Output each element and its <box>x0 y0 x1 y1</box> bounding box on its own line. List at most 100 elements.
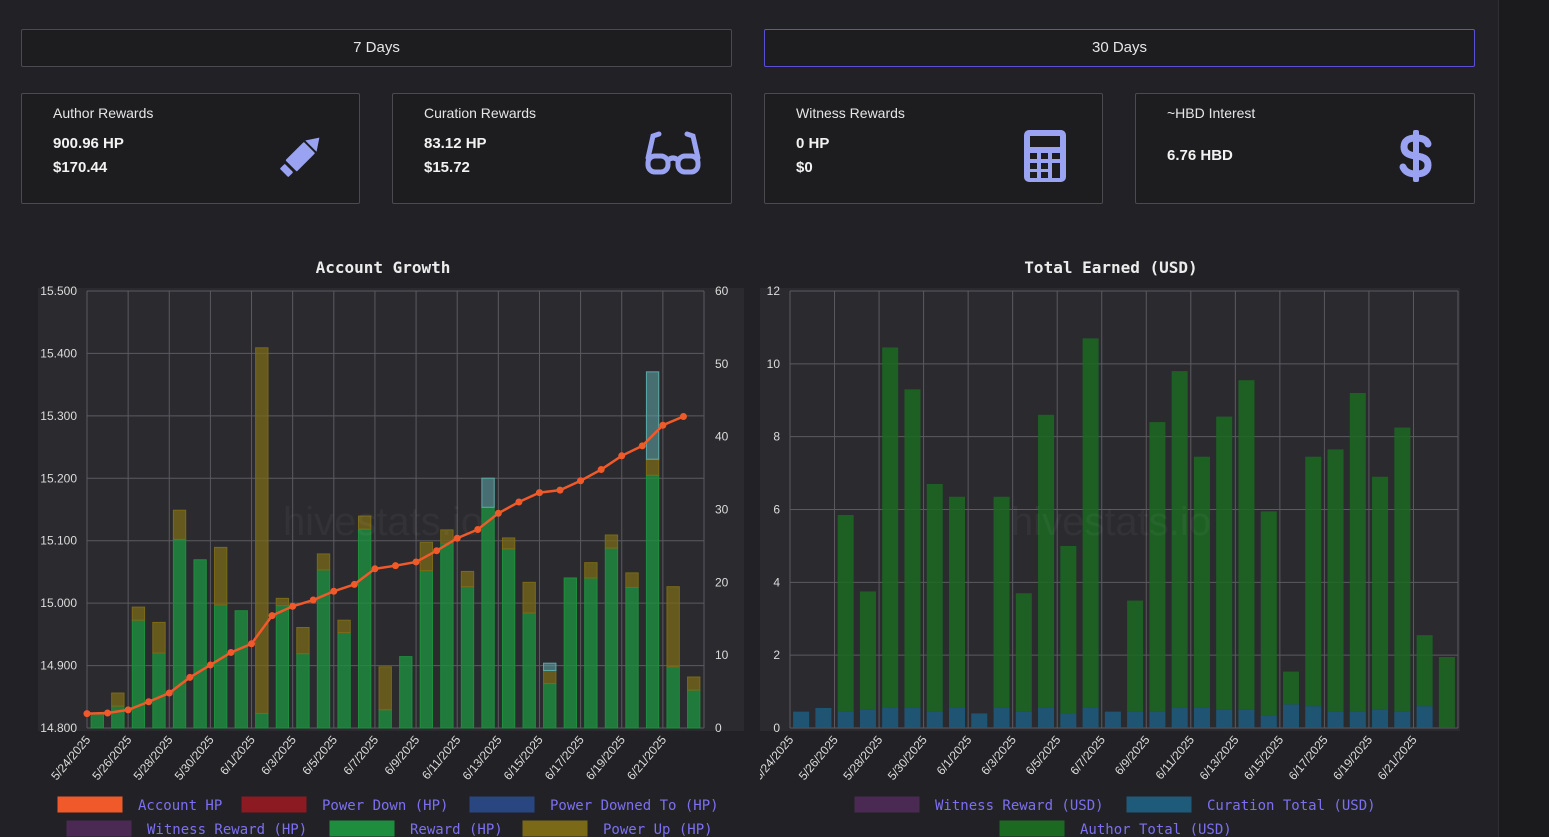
legend-label: Witness Reward (USD) <box>935 798 1104 814</box>
y-right-tick-label: 60 <box>715 284 729 298</box>
card-title: ~HBD Interest <box>1167 105 1256 121</box>
x-tick-label: 6/19/2025 <box>583 733 628 783</box>
x-tick-label: 6/19/2025 <box>1330 733 1375 783</box>
reward-bar <box>357 528 372 729</box>
reward-bar <box>563 577 577 729</box>
reward-bar <box>193 559 207 729</box>
card-value-usd: $0 <box>796 159 813 176</box>
curation-total-bar <box>1305 706 1322 728</box>
power-up-bar <box>378 666 392 711</box>
author-rewards-card: Author Rewards 900.96 HP $170.44 <box>21 93 360 204</box>
reward-bar <box>584 577 598 729</box>
power-up-bar <box>460 570 475 588</box>
power-up-bar <box>625 572 639 588</box>
reward-bar <box>625 586 639 729</box>
legend-label: Curation Total (USD) <box>1207 798 1376 814</box>
author-total-bar <box>1015 593 1032 712</box>
range-7-days-button[interactable]: 7 Days <box>21 29 732 67</box>
y-right-tick-label: 0 <box>715 721 722 735</box>
curation-total-bar <box>904 707 921 728</box>
legend-label: Power Down (HP) <box>322 798 448 814</box>
y-tick-label: 4 <box>773 575 780 589</box>
curation-total-bar <box>1149 711 1166 728</box>
curation-total-bar <box>1193 707 1210 728</box>
reward-bar <box>111 705 125 729</box>
y-tick-label: 6 <box>773 503 780 517</box>
account-hp-point <box>145 698 153 706</box>
curation-total-bar <box>926 711 943 728</box>
x-tick-label: 6/11/2025 <box>1153 733 1198 782</box>
y-right-tick-label: 50 <box>715 357 729 371</box>
y-right-tick-label: 40 <box>715 430 729 444</box>
x-tick-label: 6/7/2025 <box>1067 733 1108 778</box>
y-right-tick-label: 10 <box>715 648 729 662</box>
x-tick-label: 5/30/2025 <box>885 733 930 783</box>
curation-total-bar <box>859 709 876 728</box>
x-tick-label: 5/28/2025 <box>840 733 885 783</box>
legend-label: Author Total (USD) <box>1080 822 1232 837</box>
author-total-bar <box>1416 635 1433 707</box>
account-hp-point <box>515 498 523 506</box>
range-30-days-button[interactable]: 30 Days <box>764 29 1475 67</box>
curation-total-bar <box>1127 711 1144 728</box>
legend-label: Reward (HP) <box>410 822 503 837</box>
card-value-hp: 83.12 HP <box>424 135 487 152</box>
account-hp-point <box>597 466 605 474</box>
calculator-icon <box>1024 130 1066 182</box>
curation-total-bar <box>993 707 1010 728</box>
power-up-bar <box>337 619 351 634</box>
card-title: Author Rewards <box>53 105 154 121</box>
watermark: hivestats.io <box>283 500 483 544</box>
account-hp-point <box>535 489 543 497</box>
y-right-tick-label: 30 <box>715 503 729 517</box>
x-tick-label: 6/3/2025 <box>258 733 299 778</box>
x-tick-label: 5/26/2025 <box>89 733 134 783</box>
account-hp-point <box>433 547 441 555</box>
curation-total-bar <box>971 713 988 728</box>
curation-total-bar <box>815 707 832 728</box>
chart-title: Account Growth <box>316 258 451 277</box>
account-hp-point <box>289 602 297 610</box>
account-hp-point <box>494 509 502 517</box>
author-total-bar <box>1193 456 1210 708</box>
author-total-bar <box>1372 476 1389 710</box>
author-total-bar <box>859 591 876 710</box>
scrollbar-gutter[interactable] <box>1498 0 1549 837</box>
y-left-tick-label: 14.900 <box>40 659 77 673</box>
power-downed-to-bar <box>481 477 495 508</box>
chart-title: Total Earned (USD) <box>1024 258 1197 277</box>
reward-bar <box>522 612 536 729</box>
y-left-tick-label: 15.000 <box>40 596 77 610</box>
author-total-bar <box>1282 671 1300 705</box>
reward-bar <box>543 683 557 729</box>
card-value-usd: $170.44 <box>53 159 108 176</box>
account-hp-point <box>392 562 399 570</box>
x-tick-label: 5/26/2025 <box>796 733 841 783</box>
x-tick-label: 6/17/2025 <box>1286 733 1331 783</box>
reward-bar <box>399 656 413 729</box>
legend-swatch <box>522 820 588 837</box>
curation-total-bar <box>1327 711 1344 728</box>
x-tick-label: 6/13/2025 <box>460 733 505 783</box>
reward-bar <box>275 605 290 729</box>
reward-bar <box>234 610 248 729</box>
reward-bar <box>481 506 495 729</box>
author-total-bar <box>948 496 966 708</box>
legend-swatch <box>241 796 307 813</box>
reward-bar <box>255 712 269 729</box>
legend-swatch <box>66 820 132 837</box>
y-left-tick-label: 15.100 <box>40 534 77 548</box>
legend-swatch <box>999 820 1065 837</box>
power-downed-to-bar <box>645 371 660 460</box>
author-total-bar <box>1394 427 1411 712</box>
y-left-tick-label: 15.300 <box>40 409 77 423</box>
x-tick-label: 6/17/2025 <box>542 733 587 783</box>
account-hp-point <box>577 477 585 485</box>
legend-swatch <box>1126 796 1192 813</box>
reward-bar <box>501 548 516 729</box>
power-downed-to-bar <box>543 662 557 671</box>
curation-total-bar <box>1260 715 1277 728</box>
curation-total-bar <box>1282 704 1300 728</box>
curation-total-bar <box>1216 709 1233 728</box>
account-hp-point <box>659 421 667 429</box>
